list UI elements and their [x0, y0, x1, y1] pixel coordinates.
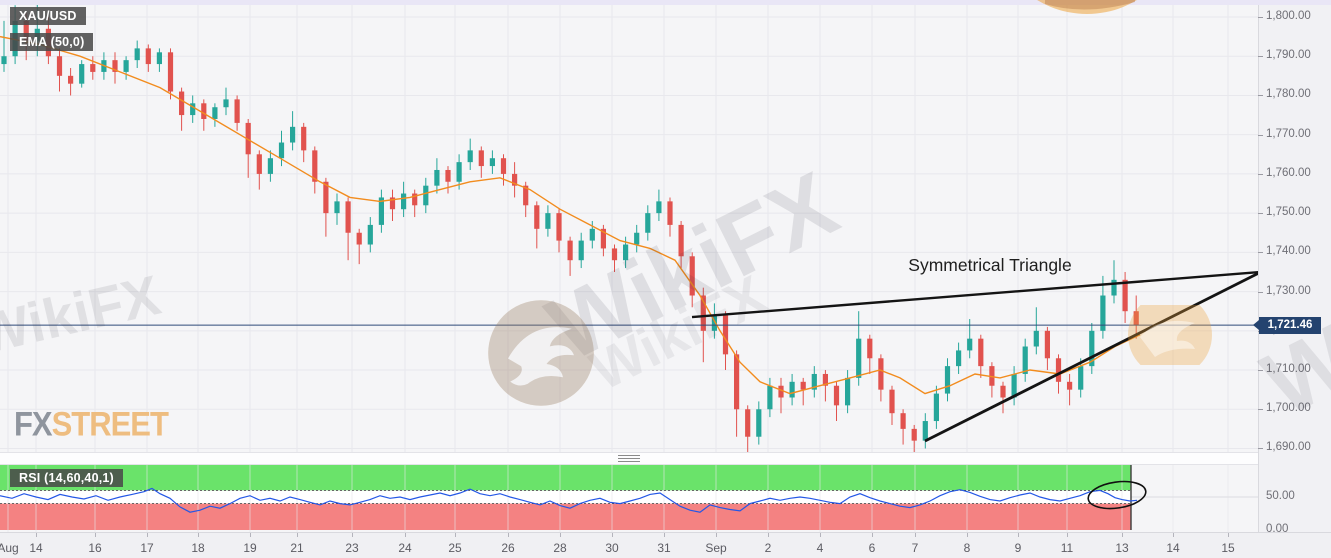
price-axis-tick — [1258, 17, 1263, 18]
price-axis-label: 1,800.00 — [1266, 10, 1311, 22]
time-axis-label: 14 — [1166, 541, 1180, 555]
time-axis-tick — [768, 533, 769, 537]
time-axis-tick — [967, 533, 968, 537]
time-axis-tick — [664, 533, 665, 537]
time-axis-tick — [1018, 533, 1019, 537]
window-top-strip — [0, 0, 1331, 5]
price-axis-label: 1,790.00 — [1266, 49, 1311, 62]
time-axis-tick — [297, 533, 298, 537]
price-axis-tick — [1258, 370, 1263, 372]
time-axis-label: 15 — [1221, 541, 1235, 555]
price-axis-label: 1,690.00 — [1266, 441, 1311, 454]
time-axis-tick — [250, 533, 251, 537]
fxstreet-logo-street: STREET — [51, 404, 169, 444]
symbol-legend-badge[interactable]: XAU/USD — [10, 7, 86, 25]
price-axis-tick — [1258, 409, 1263, 411]
time-axis-label: 14 — [29, 541, 43, 555]
rsi-line[interactable] — [0, 487, 1138, 513]
time-axis-label: 4 — [816, 541, 824, 555]
time-axis-label: 30 — [605, 541, 619, 555]
time-axis-label: 23 — [345, 541, 359, 555]
rsi-overbought-zone — [0, 464, 1131, 491]
time-axis-tick — [198, 533, 199, 537]
symmetrical-triangle-upper[interactable] — [691, 271, 1258, 319]
rsi-axis-label: 50.00 — [1266, 490, 1295, 502]
time-axis-tick — [405, 533, 406, 537]
time-axis-label: 13 — [1115, 541, 1129, 555]
price-chart-canvas[interactable]: Symmetrical Triangle — [0, 0, 1258, 452]
time-axis-tick — [716, 533, 717, 537]
time-axis-tick — [872, 533, 873, 537]
price-axis-label: 1,700.00 — [1266, 402, 1311, 415]
time-axis-tick — [1122, 533, 1123, 537]
time-axis-tick — [1228, 533, 1229, 537]
price-axis-label: 1,740.00 — [1266, 245, 1311, 258]
time-axis-label: 26 — [501, 541, 515, 555]
time-axis-label: 18 — [191, 541, 205, 555]
time-axis-label: 19 — [243, 541, 257, 555]
time-axis-tick — [1173, 533, 1174, 537]
current-price-label: 1,721.46 — [1253, 317, 1321, 334]
ema-legend-badge[interactable]: EMA (50,0) — [10, 33, 94, 51]
time-axis-label: Aug — [0, 541, 19, 555]
time-axis-tick — [508, 533, 509, 537]
price-axis-label: 1,730.00 — [1266, 284, 1311, 297]
time-axis-label: 16 — [88, 541, 102, 555]
price-axis-label: 1,750.00 — [1266, 206, 1311, 219]
time-axis-tick — [612, 533, 613, 537]
time-axis-tick — [1067, 533, 1068, 537]
time-axis-label: 7 — [911, 541, 919, 555]
pane-separator — [0, 452, 1258, 465]
time-axis-tick — [455, 533, 456, 537]
time-axis-label: 28 — [553, 541, 567, 555]
time-axis-tick — [352, 533, 353, 537]
price-axis-tick — [1258, 213, 1263, 215]
time-axis-tick — [36, 533, 37, 537]
rsi-legend-badge[interactable]: RSI (14,60,40,1) — [10, 469, 123, 487]
rsi-ellipse-annotation[interactable] — [1086, 478, 1147, 512]
price-axis-tick — [1258, 448, 1263, 450]
price-axis-label: 1,770.00 — [1266, 127, 1311, 140]
price-axis-tick — [1258, 252, 1263, 254]
time-axis[interactable]: Aug 14 16 17 18 19 21 23 24 25 26 28 30 31 Sep 2 4 6 7 8 9 11… — [0, 532, 1331, 558]
price-axis-label: 1,760.00 — [1266, 166, 1311, 179]
price-axis-tick — [1258, 291, 1263, 293]
time-axis-label: 17 — [140, 541, 154, 555]
fxstreet-logo: FXSTREET — [14, 404, 169, 444]
time-axis-label: 31 — [657, 541, 671, 555]
time-axis-tick — [147, 533, 148, 537]
rsi-axis-label: 0.00 — [1266, 523, 1289, 535]
rsi-oversold-zone — [0, 503, 1131, 530]
time-axis-label: 8 — [963, 541, 971, 555]
time-axis-tick — [915, 533, 916, 537]
time-axis-label: 25 — [448, 541, 462, 555]
time-axis-label: 2 — [764, 541, 772, 555]
price-axis[interactable] — [1258, 0, 1331, 532]
candlestick-series — [1, 1, 1139, 452]
time-axis-label: 6 — [868, 541, 876, 555]
time-axis-label: 9 — [1014, 541, 1022, 555]
price-axis-tick — [1258, 134, 1263, 136]
symmetrical-triangle-lower[interactable] — [924, 271, 1258, 443]
triangle-annotation-label[interactable]: Symmetrical Triangle — [908, 255, 1071, 275]
ema-line[interactable] — [0, 35, 1141, 395]
time-axis-tick — [95, 533, 96, 537]
time-axis-label: 21 — [290, 541, 304, 555]
price-axis-tick — [1258, 56, 1263, 58]
time-axis-tick — [820, 533, 821, 537]
time-axis-label: 24 — [398, 541, 412, 555]
price-axis-tick — [1258, 95, 1263, 97]
time-axis-label: 11 — [1060, 541, 1074, 555]
pane-resize-handle[interactable] — [618, 455, 640, 462]
price-axis-label: 1,780.00 — [1266, 88, 1311, 101]
fxstreet-logo-fx: FX — [14, 404, 53, 444]
price-axis-tick — [1258, 173, 1263, 175]
price-axis-label: 1,710.00 — [1266, 363, 1311, 376]
time-axis-tick — [560, 533, 561, 537]
time-axis-label: Sep — [705, 541, 727, 555]
rsi-chart-canvas[interactable] — [0, 463, 1258, 532]
